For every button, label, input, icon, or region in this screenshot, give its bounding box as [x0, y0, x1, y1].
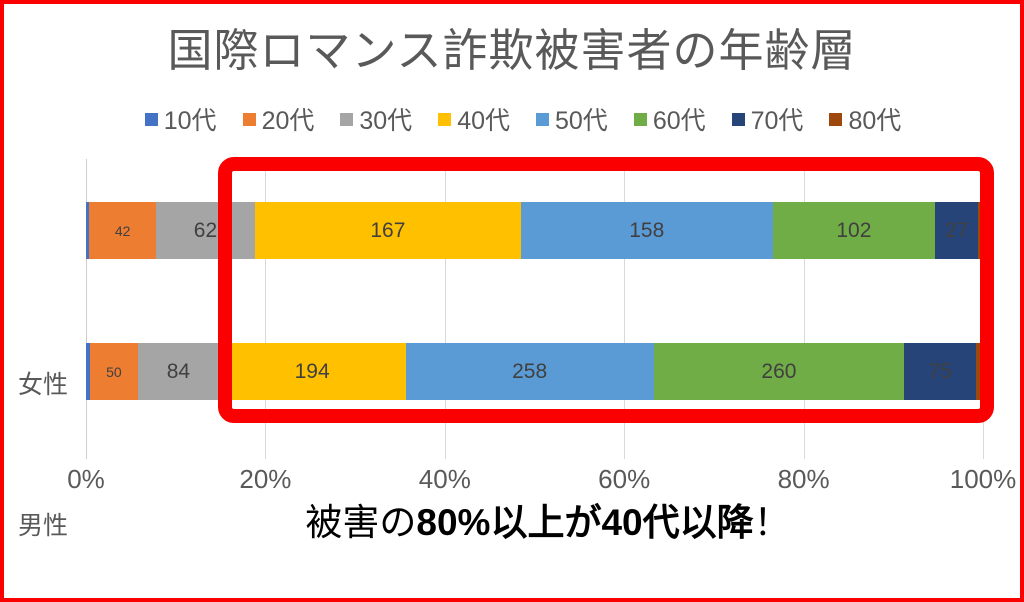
legend-swatch-icon	[144, 112, 158, 126]
segment-50代: 158	[520, 202, 773, 259]
annotation-bold: 80%以上が40代以降	[416, 502, 754, 543]
legend-swatch-icon	[242, 112, 256, 126]
data-label: 158	[629, 218, 665, 242]
data-label: 194	[294, 359, 330, 383]
data-label: 75	[928, 359, 952, 383]
legend-swatch-icon	[438, 112, 452, 126]
x-axis-labels: 0% 20% 40% 60% 80% 100%	[67, 464, 1016, 494]
category-labels: 女性 男性	[4, 159, 86, 539]
legend-item: 50代	[536, 101, 608, 137]
x-tick-label: 0%	[67, 464, 105, 494]
segment-80代	[976, 343, 983, 400]
segment-40代: 194	[218, 343, 406, 400]
legend-item: 80代	[829, 101, 901, 137]
segment-20代: 50	[89, 343, 138, 400]
legend-item: 70代	[731, 101, 804, 137]
chart-title: 国際ロマンス詐欺被害者の年齢層	[167, 25, 857, 76]
legend-item: 40代	[438, 101, 510, 137]
legend-label: 10代	[163, 107, 217, 135]
gridline	[265, 159, 267, 459]
legend-label: 40代	[457, 107, 510, 135]
annotation-prefix: 被害の	[305, 502, 417, 543]
annotation: 被害の80%以上が40代以降！	[76, 502, 1020, 544]
legend-swatch-icon	[731, 112, 745, 126]
data-label: 62	[193, 218, 218, 242]
legend-swatch-icon	[340, 112, 354, 126]
gridline	[983, 159, 984, 459]
legend-label: 60代	[652, 107, 706, 135]
segment-10代	[86, 343, 90, 400]
segment-10代	[86, 202, 90, 259]
data-label: 258	[512, 359, 548, 383]
segment-50代: 258	[405, 343, 654, 400]
legend-item: 10代	[144, 101, 217, 137]
gridline	[803, 159, 805, 459]
data-label: 84	[166, 359, 191, 383]
data-label: 260	[761, 359, 797, 383]
x-tick-label: 80%	[777, 464, 830, 494]
legend: 10代 20代 30代 40代 50代 60代 70代 80代	[26, 101, 1020, 137]
data-label: 42	[114, 222, 131, 239]
segment-60代: 102	[772, 202, 936, 259]
category-label: 女性	[17, 371, 68, 399]
data-label: 102	[836, 218, 872, 242]
x-tick-label: 40%	[418, 464, 471, 494]
data-label: 167	[370, 218, 406, 242]
y-axis-line	[86, 159, 87, 459]
segment-30代: 84	[137, 343, 219, 400]
legend-swatch-icon	[536, 112, 549, 126]
legend-label: 50代	[555, 107, 608, 135]
plot-area: 42 62 167 158 102 27 50 84 194 258 260 75	[86, 159, 984, 459]
segment-20代: 42	[89, 202, 157, 259]
legend-item: 30代	[340, 101, 412, 137]
legend-label: 80代	[848, 107, 902, 135]
gridline	[624, 159, 626, 459]
x-tick-label: 100%	[949, 464, 1017, 494]
legend-swatch-icon	[829, 112, 843, 126]
legend-item: 60代	[633, 101, 706, 137]
legend-label: 20代	[261, 107, 315, 135]
legend-label: 30代	[359, 107, 413, 135]
segment-30代: 62	[156, 202, 255, 259]
data-label: 50	[106, 363, 122, 380]
legend-label: 70代	[750, 107, 804, 135]
x-tick-label: 60%	[598, 464, 651, 494]
gridline	[444, 159, 446, 459]
segment-80代	[978, 202, 983, 259]
data-label: 27	[944, 218, 969, 242]
bar-male: 50 84 194 258 260 75	[86, 343, 983, 400]
segment-70代: 75	[904, 343, 977, 400]
annotation-suffix: ！	[753, 502, 791, 543]
legend-swatch-icon	[633, 112, 647, 126]
segment-40代: 167	[254, 202, 521, 259]
segment-70代: 27	[935, 202, 979, 259]
segment-60代: 260	[653, 343, 905, 400]
bar-female: 42 62 167 158 102 27	[86, 202, 983, 259]
legend-item: 20代	[242, 101, 315, 137]
category-label: 男性	[17, 512, 68, 540]
x-tick-label: 20%	[239, 464, 292, 494]
